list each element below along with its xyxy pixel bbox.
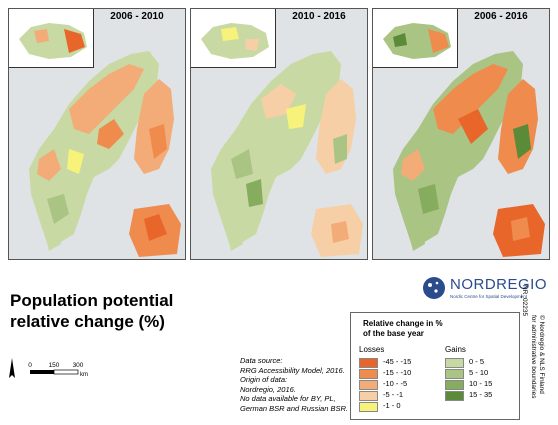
legend-swatch: [359, 402, 378, 412]
scale-tick-150: 150: [49, 362, 60, 369]
legend-label: 5 - 10: [469, 368, 489, 377]
legend-gains-label: Gains: [445, 345, 466, 354]
iceland-map: [383, 23, 451, 59]
iceland-inset: [191, 9, 276, 68]
scale-tick-300: 300: [73, 362, 84, 369]
legend-swatch: [359, 380, 378, 390]
legend-title-line1: Relative change in %: [363, 319, 443, 328]
legend-swatch: [445, 391, 464, 401]
legend-title: Relative change in % of the base year: [363, 319, 443, 339]
legend-swatch: [445, 380, 464, 390]
legend-title-line2: of the base year: [363, 329, 424, 338]
legend-label: -15 - -10: [383, 368, 412, 377]
panel-title: 2010 - 2016: [292, 11, 346, 22]
source-line4: Nordregio, 2016.: [240, 384, 296, 394]
legend: Relative change in % of the base year Lo…: [350, 312, 520, 420]
legend-label: 15 - 35: [469, 390, 493, 399]
map-2006-2016: [373, 9, 549, 259]
legend-swatch: [359, 358, 378, 368]
legend-label: -5 - -1: [383, 390, 404, 399]
panel-title: 2006 - 2010: [110, 11, 164, 22]
scale-unit: km: [80, 372, 88, 378]
copyright: © Nordregio & NLS Finland for administra…: [529, 315, 545, 398]
logo-subtitle: Nordic Centre for Spatial Development: [450, 294, 528, 299]
map-title: Population potential relative change (%): [10, 290, 173, 332]
legend-swatch: [445, 369, 464, 379]
panel-title: 2006 - 2016: [474, 11, 528, 22]
legend-label: 10 - 15: [469, 379, 493, 388]
scale-tick-0: 0: [28, 362, 32, 369]
source-line6: German BSR and Russian BSR.: [240, 403, 348, 413]
iceland-map: [19, 23, 87, 59]
map-panel-2006-2016: 2006 - 2016: [372, 8, 550, 260]
iceland-inset: [373, 9, 458, 68]
map-title-line2: relative change (%): [10, 312, 165, 331]
iceland-inset: [9, 9, 94, 68]
north-arrow-icon: [9, 358, 15, 378]
source-line5: No data available for BY, PL,: [240, 394, 336, 403]
scale-segment: [53, 369, 79, 375]
map-title-line1: Population potential: [10, 291, 174, 310]
scale-bar: 0 150 300 km: [9, 358, 88, 378]
map-id: NR_02235: [521, 285, 528, 317]
legend-losses-label: Losses: [359, 345, 385, 354]
source-line3: Origin of data:: [240, 375, 288, 384]
nordregio-logo-icon: [423, 277, 445, 299]
legend-swatch: [359, 391, 378, 401]
source-line2: RRG Accessibility Model, 2016.: [240, 365, 345, 375]
legend-swatch: [445, 358, 464, 368]
source-line1: Data source:: [240, 356, 283, 365]
copyright-line2: for administrative boundaries: [530, 315, 537, 399]
logo-name: NORDREGIO: [450, 276, 548, 293]
legend-label: 0 - 5: [469, 357, 485, 366]
iceland-map: [201, 23, 269, 59]
map-panel-2010-2016: 2010 - 2016: [190, 8, 368, 260]
copyright-line1: © Nordregio & NLS Finland: [538, 315, 545, 394]
map-panel-2006-2010: 2006 - 2010: [8, 8, 186, 260]
legend-label: -45 - -15: [383, 357, 412, 366]
data-source: Data source: RRG Accessibility Model, 20…: [240, 356, 348, 413]
scale-segment: [30, 370, 54, 374]
map-2006-2010: [9, 9, 185, 259]
legend-swatch: [359, 369, 378, 379]
legend-label: -10 - -5: [383, 379, 408, 388]
legend-label: -1 - 0: [383, 401, 401, 410]
